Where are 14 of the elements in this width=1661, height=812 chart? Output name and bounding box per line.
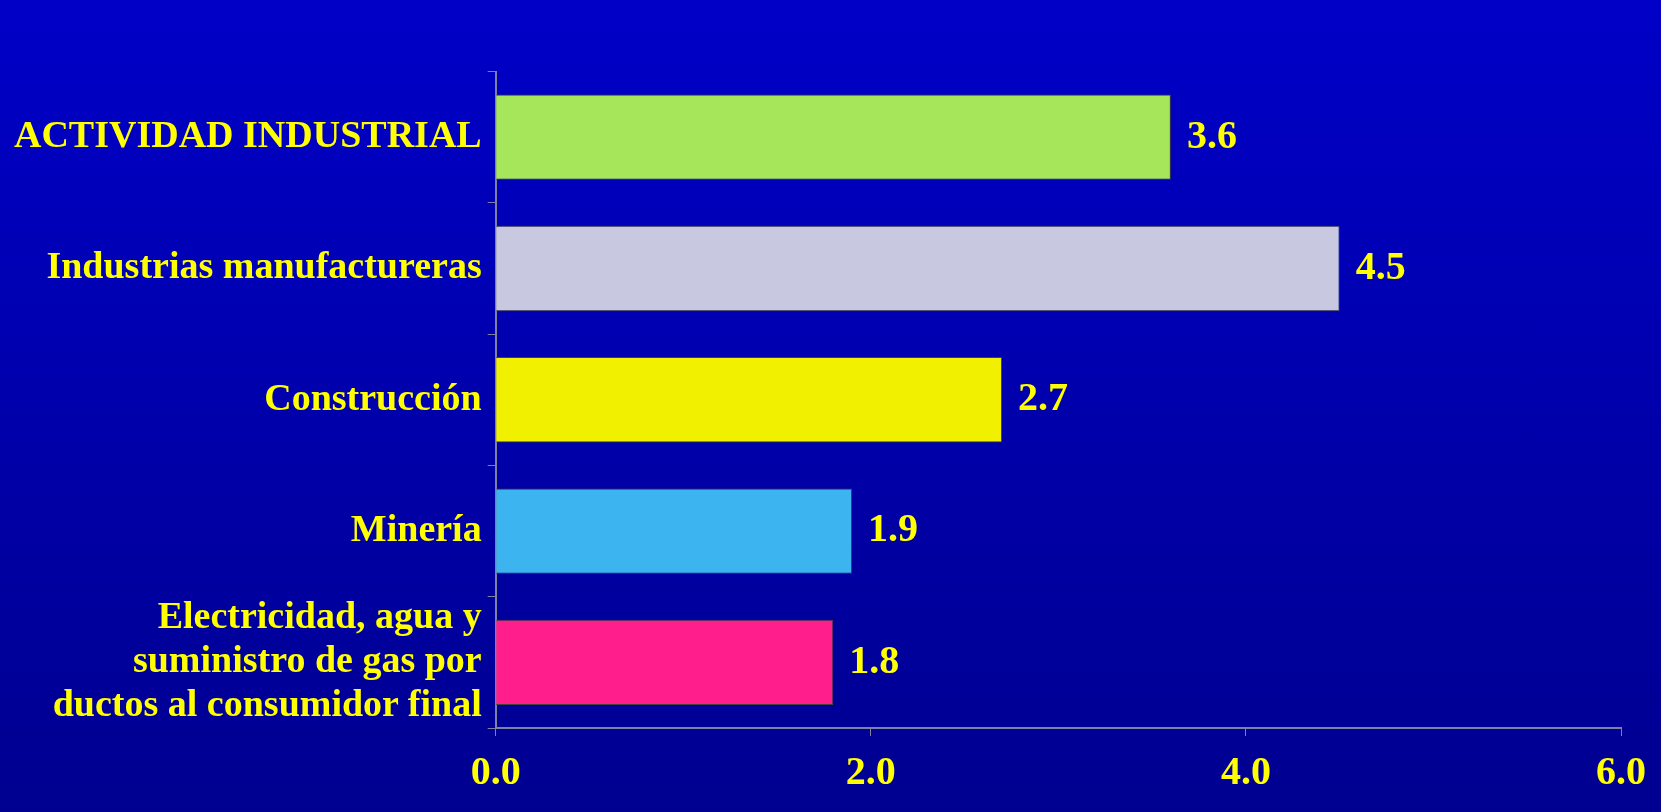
y-tick-label: Minería: [350, 506, 482, 549]
y-tick-label: Construcción: [264, 375, 482, 418]
y-tick-label: Electricidad, agua y suministro de gas por ductos al consumidor final: [52, 594, 482, 724]
y-tick-label: ACTIVIDAD INDUSTRIAL: [13, 113, 482, 156]
x-tick-label: 6.0: [1596, 748, 1646, 794]
data-label: 3.6: [1186, 111, 1237, 157]
data-label: 1.9: [868, 505, 919, 551]
data-label: 2.7: [1018, 374, 1069, 420]
y-tick-label: Industrias manufactureras: [46, 244, 482, 287]
data-label: 4.5: [1355, 242, 1406, 288]
x-tick-label: 0.0: [470, 748, 521, 794]
data-label: 1.8: [849, 636, 900, 682]
x-tick-label: 2.0: [845, 748, 896, 794]
x-tick-label: 4.0: [1220, 748, 1271, 794]
